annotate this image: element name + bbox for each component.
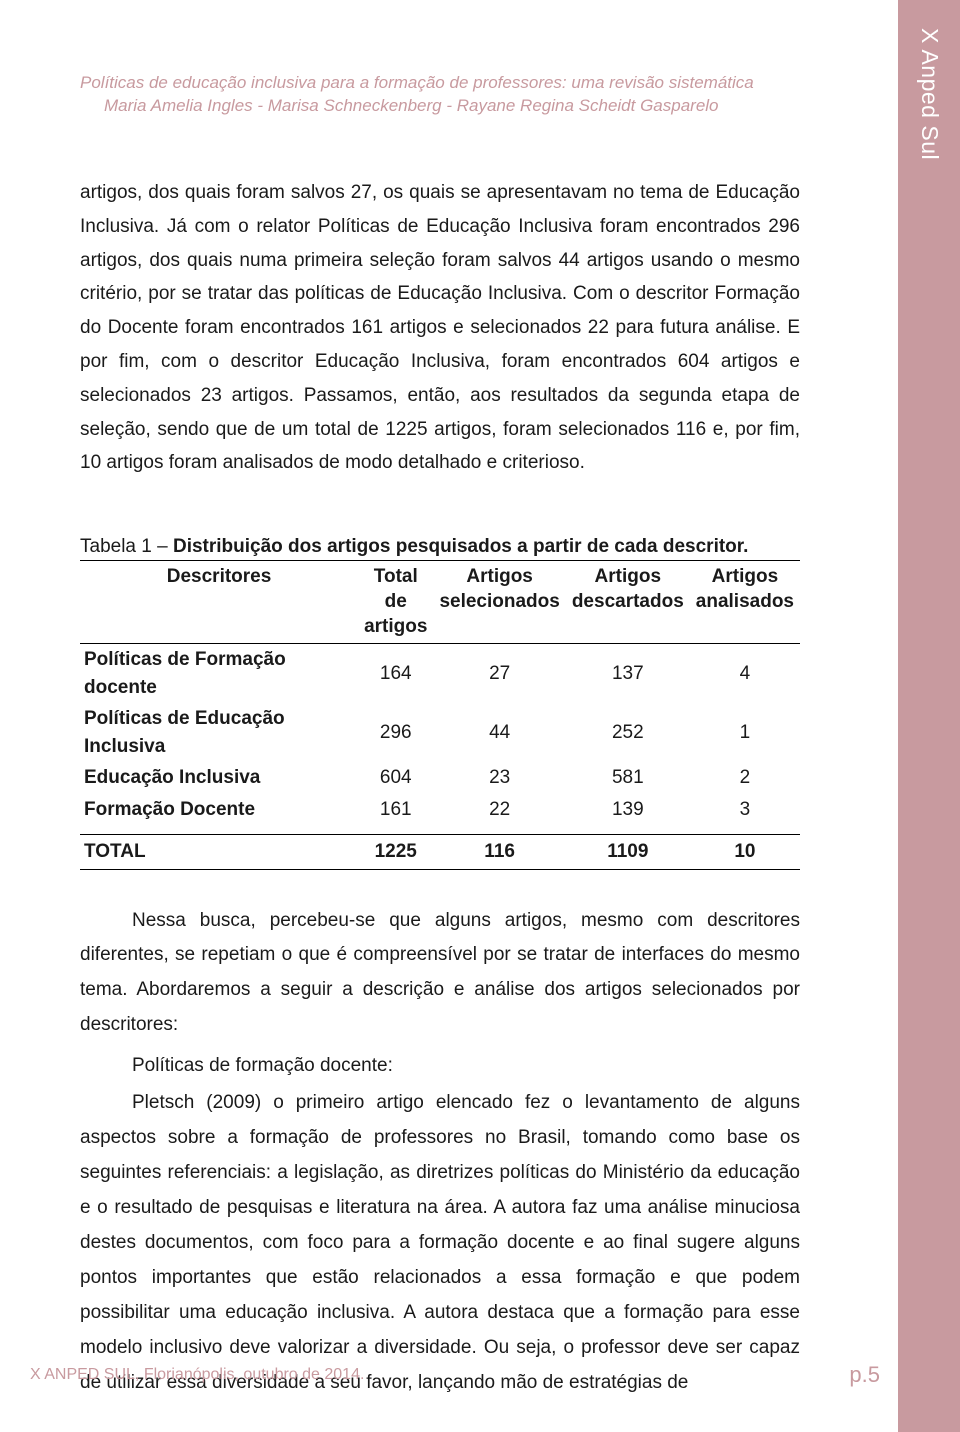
col-selecionados: Artigos selecionados: [433, 561, 565, 644]
header-title: Políticas de educação inclusiva para a f…: [80, 72, 800, 95]
paragraph-3: Políticas de formação docente:: [80, 1049, 800, 1084]
paragraph-2: Nessa busca, percebeu‐se que alguns arti…: [80, 904, 800, 1044]
cell-selecionados: 23: [433, 762, 565, 794]
table-row: Políticas de Educação Inclusiva 296 44 2…: [80, 703, 800, 762]
page-number: p.5: [849, 1362, 880, 1388]
cell-analisados: 1: [690, 703, 800, 762]
table-caption: Tabela 1 – Distribuição dos artigos pesq…: [80, 536, 800, 558]
cell-total: 604: [358, 762, 433, 794]
cell-selecionados: 22: [433, 794, 565, 826]
col-total: Total de artigos: [358, 561, 433, 644]
content-area: Políticas de educação inclusiva para a f…: [0, 72, 880, 1401]
table-row: Formação Docente 161 22 139 3: [80, 794, 800, 826]
cell-descartados: 581: [566, 762, 690, 794]
cell-analisados: 3: [690, 794, 800, 826]
table-total-row: TOTAL 1225 116 1109 10: [80, 834, 800, 869]
cell-descritor: Formação Docente: [80, 794, 358, 826]
cell-descritor: Políticas de Formação docente: [80, 644, 358, 704]
running-header: Políticas de educação inclusiva para a f…: [80, 72, 800, 118]
cell-descartados: 139: [566, 794, 690, 826]
cell-descritor: Políticas de Educação Inclusiva: [80, 703, 358, 762]
table-header-row: Descritores Total de artigos Artigos sel…: [80, 561, 800, 644]
cell-analisados: 4: [690, 644, 800, 704]
col-descritores: Descritores: [80, 561, 358, 644]
col-analisados: Artigos analisados: [690, 561, 800, 644]
distribution-table: Descritores Total de artigos Artigos sel…: [80, 560, 800, 869]
table-caption-prefix: Tabela 1 –: [80, 536, 173, 557]
paragraph-4: Pletsch (2009) o primeiro artigo elencad…: [80, 1086, 800, 1401]
cell-analisados: 2: [690, 762, 800, 794]
cell-total: 296: [358, 703, 433, 762]
cell-selecionados: 27: [433, 644, 565, 704]
header-authors: Maria Amelia Ingles ‐ Marisa Schneckenbe…: [80, 95, 800, 118]
cell-total-selecionados: 116: [433, 834, 565, 869]
cell-descartados: 137: [566, 644, 690, 704]
cell-total-label: TOTAL: [80, 834, 358, 869]
after-table-block: Nessa busca, percebeu‐se que alguns arti…: [80, 904, 800, 1401]
table-row: Educação Inclusiva 604 23 581 2: [80, 762, 800, 794]
table-row: Políticas de Formação docente 164 27 137…: [80, 644, 800, 704]
cell-total-total: 1225: [358, 834, 433, 869]
table-spacer: [80, 826, 800, 835]
paragraph-1: artigos, dos quais foram salvos 27, os q…: [80, 176, 800, 480]
page-container: X Anped Sul Políticas de educação inclus…: [0, 0, 960, 1432]
footer-left: X ANPED SUL, Florianópolis, outubro de 2…: [30, 1366, 364, 1384]
cell-total-analisados: 10: [690, 834, 800, 869]
cell-descartados: 252: [566, 703, 690, 762]
cell-descritor: Educação Inclusiva: [80, 762, 358, 794]
cell-selecionados: 44: [433, 703, 565, 762]
cell-total: 164: [358, 644, 433, 704]
sidebar-strip: X Anped Sul: [898, 0, 960, 1432]
table-caption-bold: Distribuição dos artigos pesquisados a p…: [173, 536, 748, 557]
sidebar-label: X Anped Sul: [916, 28, 943, 160]
col-descartados: Artigos descartados: [566, 561, 690, 644]
cell-total-descartados: 1109: [566, 834, 690, 869]
cell-total: 161: [358, 794, 433, 826]
